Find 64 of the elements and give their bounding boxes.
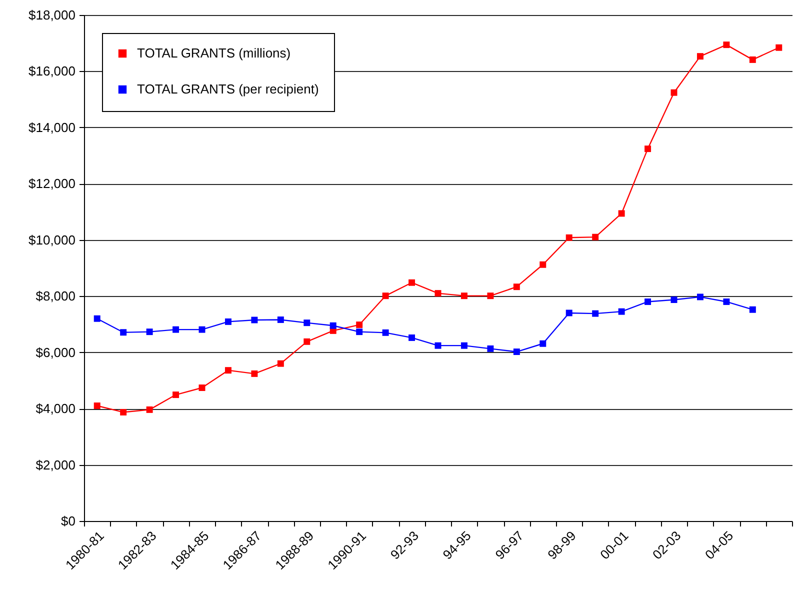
point [566,234,572,241]
point [356,322,363,328]
point [146,328,153,336]
y-tick-label: $12,000 [28,176,76,192]
point [670,296,678,304]
legend-label: TOTAL GRANTS (millions) [137,46,291,60]
point [696,294,704,300]
point [460,342,468,349]
y-tick-label: $8,000 [36,288,76,304]
point [120,329,127,336]
point [277,360,284,367]
y-tick-label: $4,000 [36,401,76,416]
point [487,292,494,300]
point [592,234,599,240]
point [592,310,599,317]
point [172,392,180,398]
y-tick-label: $14,000 [28,120,76,135]
point [644,146,652,152]
point [251,316,258,324]
point [670,89,678,96]
point [540,340,546,347]
point [408,279,416,286]
point [304,338,310,345]
point [408,334,416,341]
point [749,56,756,63]
point [776,44,782,51]
point [172,326,180,333]
point [356,328,363,336]
point [540,261,546,268]
point [513,348,520,356]
point [618,210,625,217]
point [94,315,100,322]
point [749,306,756,313]
point [277,316,284,323]
point [487,345,494,352]
point [224,367,232,374]
y-tick-label: $16,000 [28,64,76,79]
point [434,342,442,349]
legend-label: TOTAL GRANTS (per recipient) [137,82,319,96]
point [251,370,258,377]
point [198,384,206,391]
point [330,322,336,329]
point [723,298,730,305]
point [120,408,127,416]
point [618,308,625,315]
y-tick-label: $10,000 [28,232,76,248]
y-tick-label: $2,000 [36,457,76,472]
point [566,310,572,316]
point [696,53,704,60]
point [382,292,389,300]
point [460,292,468,300]
point [644,298,652,305]
y-tick-label: $18,000 [28,8,76,22]
point [94,402,100,409]
point [723,42,730,48]
point [224,318,232,325]
point [146,406,153,413]
point [198,326,206,333]
point [304,320,310,326]
point [434,290,442,297]
point [513,284,520,290]
y-tick-label: $0 [61,514,76,528]
point [382,329,389,336]
y-tick-label: $6,000 [36,344,76,360]
